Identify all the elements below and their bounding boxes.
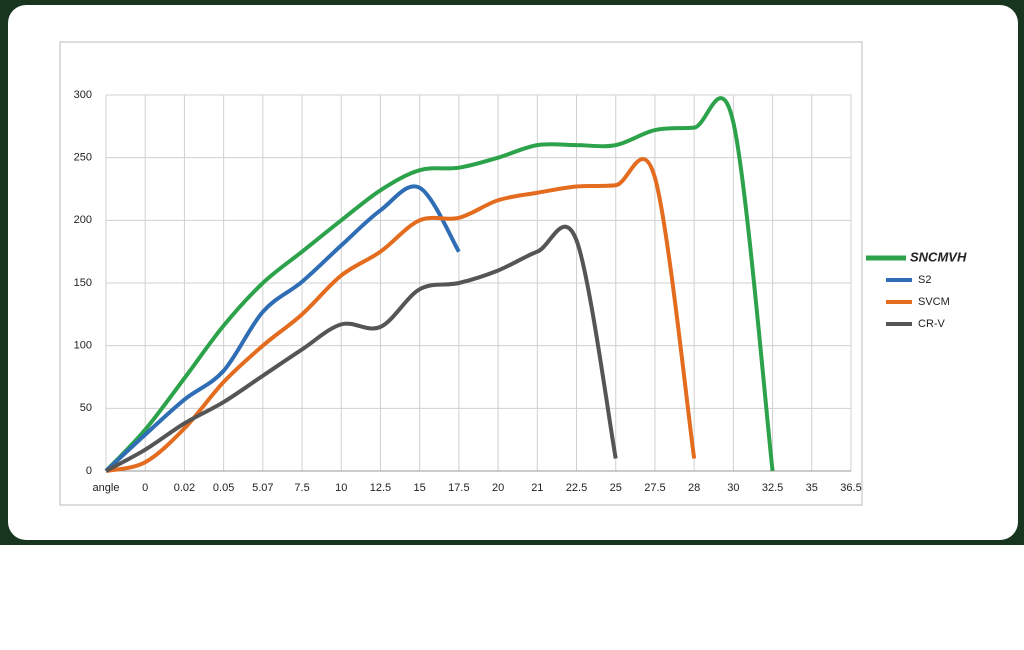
y-tick-label: 50 — [80, 402, 92, 414]
x-tick-label: 12.5 — [370, 482, 391, 494]
series-line — [104, 96, 775, 473]
x-tick-label: 0.02 — [174, 482, 195, 494]
x-tick-label: 15 — [414, 482, 426, 494]
x-tick-label: 21 — [531, 482, 543, 494]
legend-label: CR-V — [918, 318, 946, 330]
y-tick-label: 150 — [74, 277, 92, 289]
y-tick-label: 250 — [74, 152, 92, 164]
x-tick-label: 5.07 — [252, 482, 273, 494]
x-tick-label: 28 — [688, 482, 700, 494]
x-tick-label: 7.5 — [294, 482, 309, 494]
x-tick-label: 27.5 — [644, 482, 665, 494]
x-tick-label: 17.5 — [448, 482, 469, 494]
x-tick-label: 25 — [610, 482, 622, 494]
series-line — [105, 224, 618, 473]
series-line — [105, 157, 697, 473]
x-tick-label: 0.05 — [213, 482, 234, 494]
y-tick-label: 100 — [74, 340, 92, 352]
x-tick-label: 10 — [335, 482, 347, 494]
legend-label: S2 — [918, 274, 931, 286]
x-tick-label: 30 — [727, 482, 739, 494]
x-tick-label: 32.5 — [762, 482, 783, 494]
legend-label: SNCMVH — [910, 249, 967, 264]
x-tick-label: 35 — [806, 482, 818, 494]
x-tick-label: angle — [93, 482, 120, 494]
legend-label: SVCM — [918, 296, 950, 308]
plot-border — [59, 41, 863, 506]
y-tick-label: 300 — [74, 89, 92, 101]
y-tick-label: 200 — [74, 214, 92, 226]
x-tick-label: 22.5 — [566, 482, 587, 494]
x-tick-label: 36.5 — [840, 482, 861, 494]
x-tick-label: 0 — [142, 482, 148, 494]
series-line — [104, 184, 461, 473]
y-tick-label: 0 — [86, 465, 92, 477]
x-tick-label: 20 — [492, 482, 504, 494]
